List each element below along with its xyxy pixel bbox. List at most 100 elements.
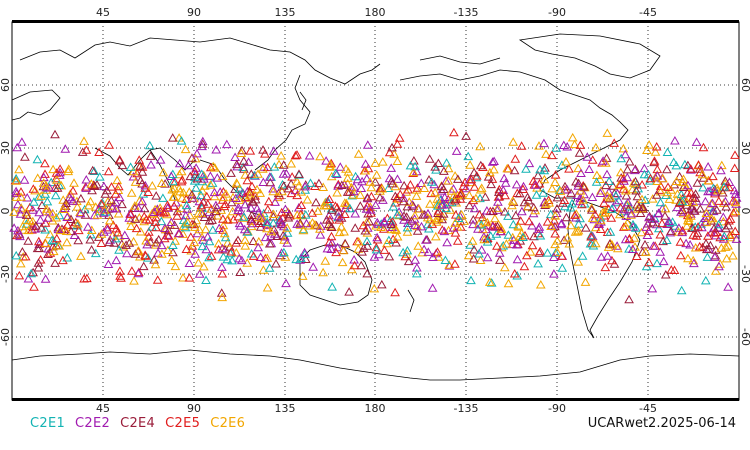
observation-marker [622,164,633,174]
observation-marker [403,218,413,227]
observation-marker [83,200,94,210]
observation-marker [711,205,722,214]
observation-marker [689,206,700,215]
observation-marker [137,162,148,171]
observation-marker [173,228,184,238]
observation-marker [63,164,74,173]
observation-marker [246,221,257,231]
observation-marker [561,156,571,166]
observation-marker [189,176,200,185]
observation-marker [370,177,381,186]
observation-marker [530,180,541,189]
observation-marker [524,216,534,226]
observation-marker [364,216,374,226]
observation-marker [386,163,397,172]
observation-marker [213,244,224,254]
observation-marker [94,147,104,156]
observation-marker [534,222,545,231]
observation-marker [508,137,519,146]
observation-marker [166,255,177,264]
observation-marker [535,246,545,256]
observation-marker [33,258,44,267]
japan-coast [299,91,307,111]
observation-marker [326,244,337,253]
observation-marker [253,169,263,178]
observation-marker [550,177,560,186]
observation-marker [252,184,262,194]
observation-marker [62,212,73,221]
observation-marker [519,261,530,271]
observation-marker [87,165,98,175]
observation-marker [655,197,666,207]
observation-marker [189,237,200,247]
observation-marker [709,252,720,261]
observation-marker [41,182,52,192]
observation-marker [296,200,307,209]
observation-marker [519,197,530,207]
observation-marker [670,135,680,145]
observation-marker [421,235,431,244]
observation-marker [356,183,367,192]
observation-marker [27,216,38,226]
observation-marker [68,185,78,195]
observation-marker [174,158,185,168]
observation-marker [163,231,174,240]
observation-marker [238,164,249,173]
observation-marker [602,128,613,137]
observation-marker [150,240,161,249]
observation-marker [262,253,273,262]
observation-marker [601,180,611,190]
observation-marker [246,210,257,219]
observation-marker [196,190,206,200]
observation-marker [676,285,687,295]
right-lat-label: -60 [739,328,750,346]
observation-marker [458,181,469,190]
observation-marker [339,198,350,207]
greenland-coast [518,33,661,79]
observation-marker [40,189,51,198]
observation-marker [427,219,438,228]
observation-marker [595,215,606,225]
observation-marker [675,250,686,260]
observation-marker [68,196,78,205]
observation-marker [652,258,662,268]
observation-marker [587,192,598,201]
observation-marker [433,158,444,167]
observation-marker [149,207,160,216]
observation-marker [106,195,117,205]
observation-marker [162,230,173,239]
observation-marker [571,176,581,186]
observation-marker [55,164,65,173]
observation-marker [199,174,209,183]
observation-marker [468,214,479,224]
observation-marker [76,193,86,203]
observation-marker [246,216,257,225]
observation-marker [234,253,245,263]
observation-marker [110,189,121,198]
observation-marker [390,191,401,200]
left-lat-label: 0 [0,208,12,215]
observation-marker [135,161,146,170]
observation-marker [255,222,266,231]
observation-marker [491,229,502,238]
observation-marker [166,217,177,226]
observation-marker [641,222,652,231]
observation-marker [431,248,441,258]
observation-marker [124,238,135,247]
observation-marker [180,144,191,154]
observation-marker [703,161,713,171]
observation-marker [15,231,25,241]
observation-marker [114,154,125,164]
observation-marker [219,201,230,211]
observation-marker [219,228,230,238]
observation-marker [449,127,459,137]
observation-marker [276,207,287,217]
observation-marker [190,222,200,231]
observation-marker [725,214,736,223]
observation-marker [315,224,325,233]
observation-marker [356,260,367,270]
observation-marker [437,200,448,209]
observation-marker [45,229,55,239]
right-lat-label: 30 [739,141,750,155]
observation-marker [174,183,184,193]
